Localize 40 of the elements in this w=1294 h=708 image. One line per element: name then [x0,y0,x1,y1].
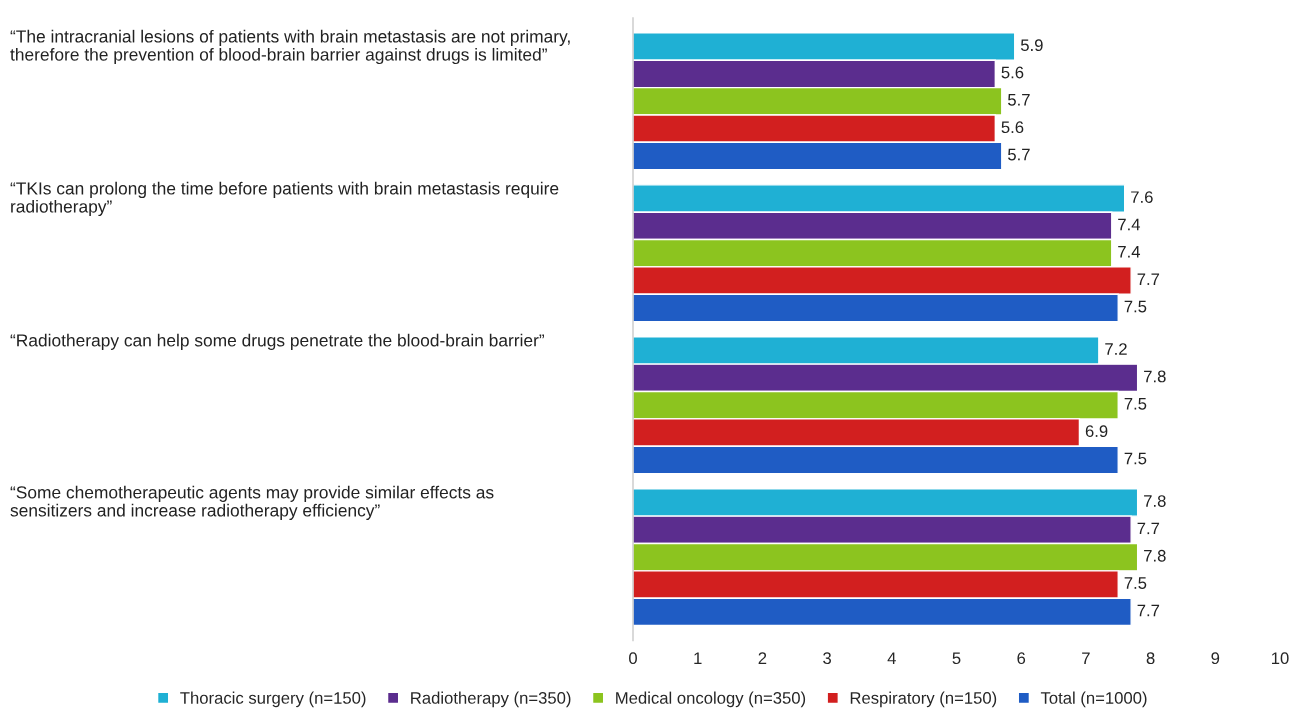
data-label: 7.6 [1131,191,1153,204]
data-label: 7.4 [1118,246,1141,258]
data-label: 7.2 [1105,343,1127,355]
data-label: 5.7 [1008,94,1030,106]
x-tick-label: 8 [1146,652,1155,665]
x-tick-label: 6 [1017,652,1026,665]
legend-label: Thoracic surgery (n=150) [180,691,366,708]
data-label: 7.7 [1137,522,1160,535]
x-tick-label: 10 [1272,652,1289,665]
data-label: 7.8 [1144,370,1166,383]
data-label: 5.9 [1020,39,1043,52]
x-tick-label: 1 [694,652,702,664]
x-tick-label: 9 [1211,652,1220,665]
x-tick-label: 3 [823,652,831,665]
legend-label: Total (n=1000) [1040,691,1147,708]
x-tick-label: 7 [1082,652,1090,664]
x-tick-label: 2 [758,652,767,664]
y-tick-label: “Radiotherapy can help some drugs penetrate the blood-brain barrier” [10,333,545,350]
legend-label: Medical oncology (n=350) [616,691,806,708]
data-label: 7.5 [1124,577,1147,589]
data-label: 7.4 [1118,218,1141,231]
data-label: 7.5 [1124,452,1147,465]
legend-label: Respiratory (n=150) [850,691,997,708]
data-label: 5.6 [1001,121,1024,134]
y-tick-label: “TKIs can prolong the time before patients with brain metastasis require radiotherapy” [10,181,559,217]
data-label: 5.6 [1001,66,1024,79]
data-label: 5.7 [1008,148,1030,161]
y-tick-label: “Some chemotherapeutic agents may provide similar effects as sensitizers and increase radiotherapy efficiency” [10,485,494,520]
data-label: 7.5 [1124,300,1147,313]
x-tick-label: 5 [952,652,961,665]
data-label: 7.8 [1144,549,1166,562]
data-label: 7.7 [1137,273,1160,285]
legend-label: Radiotherapy (n=350) [411,691,571,708]
x-tick-label: 4 [887,652,896,664]
data-label: 7.7 [1137,604,1160,617]
y-tick-label: “The intracranial lesions of patients with brain metastasis are not primary, therefore the prevention of blood-brain barrier against drugs is limited” [10,29,570,65]
data-label: 7.8 [1144,495,1166,507]
data-label: 6.9 [1085,425,1108,438]
data-label: 7.5 [1124,398,1147,410]
x-tick-label: 0 [629,652,637,665]
